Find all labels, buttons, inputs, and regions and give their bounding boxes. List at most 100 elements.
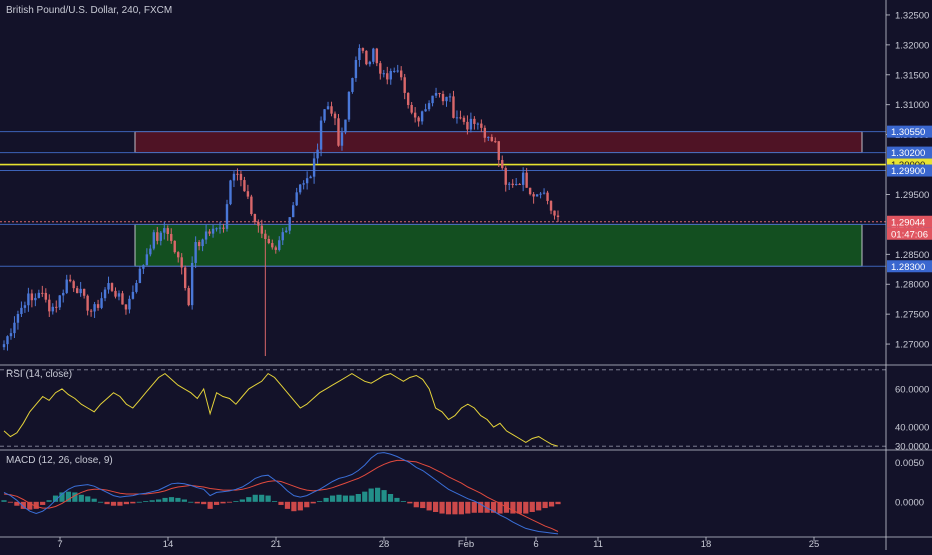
candle-body <box>361 48 365 51</box>
macd-histogram-bar <box>555 501 561 505</box>
candle-body <box>177 252 180 258</box>
candle-body <box>504 168 507 185</box>
y-tick-label: 1.27000 <box>895 340 929 351</box>
candle-body <box>406 92 410 105</box>
level-label-bg <box>887 125 932 138</box>
levels-layer <box>0 131 886 267</box>
macd-histogram-bar <box>323 497 329 502</box>
candle-body <box>190 262 194 306</box>
candle-body <box>229 180 232 205</box>
candle-body <box>173 240 176 253</box>
macd-histogram-bar <box>317 501 323 502</box>
candle-body <box>30 293 34 301</box>
macd-histogram-bar <box>149 500 155 502</box>
level-label: 1.30200 <box>891 148 925 159</box>
candle-body <box>525 172 528 188</box>
candle-body <box>466 121 469 130</box>
candle-body <box>257 221 260 226</box>
candle-body <box>9 333 13 337</box>
macd-histogram-bar <box>59 492 65 502</box>
candle-body <box>455 117 459 119</box>
candle-body <box>462 117 466 122</box>
candle-body <box>483 127 487 138</box>
macd-histogram-bar <box>7 501 14 503</box>
macd-histogram-bar <box>394 497 400 502</box>
level-label: 1.30550 <box>891 127 925 138</box>
candle-body <box>100 298 103 308</box>
macd-histogram-bar <box>375 487 381 502</box>
macd-histogram-bar <box>175 497 181 502</box>
y-tick-label: 1.27500 <box>895 310 929 321</box>
candle-body <box>431 95 434 104</box>
candle-body <box>37 292 41 298</box>
candle-body <box>424 109 427 112</box>
candle-body <box>312 158 316 177</box>
candle-body <box>535 194 539 197</box>
candle-body <box>225 204 229 229</box>
macd-histogram-bar <box>387 494 394 502</box>
candle-body <box>358 48 361 61</box>
candle-body <box>528 187 532 195</box>
macd-histogram-bar <box>40 501 46 505</box>
macd-histogram-bar <box>433 501 439 512</box>
macd-histogram-bar <box>420 501 426 509</box>
candle-body <box>232 173 236 181</box>
candle-body <box>107 283 110 290</box>
macd-histogram-bar <box>355 494 361 502</box>
level-label-bg <box>887 260 932 273</box>
macd-histogram-bar <box>85 496 91 502</box>
candle-body <box>417 117 420 122</box>
macd-histogram-bar <box>284 501 291 509</box>
candle-body <box>222 227 225 229</box>
macd-histogram-bar <box>220 501 226 504</box>
candle-body <box>194 242 197 263</box>
candle-body <box>152 232 156 249</box>
macd-histogram-bar <box>548 501 555 507</box>
candle-body <box>379 63 382 74</box>
candle-body <box>365 50 368 65</box>
candle-body <box>539 193 542 195</box>
candle-body <box>55 306 58 308</box>
candle-body <box>72 281 75 289</box>
candle-body <box>508 183 511 185</box>
macd-histogram-bar <box>510 501 516 514</box>
macd-histogram-bar <box>523 501 529 514</box>
x-tick-label: 11 <box>593 539 603 550</box>
candle-body <box>386 73 389 80</box>
candle-body <box>288 217 291 231</box>
macd-histogram-bar <box>471 501 477 513</box>
candle-body <box>469 118 473 130</box>
macd-histogram-bar <box>426 501 432 511</box>
candle-body <box>58 295 61 308</box>
candle-body <box>445 96 448 102</box>
macd-histogram-bar <box>207 501 213 509</box>
candle-body <box>166 228 169 235</box>
candle-body <box>514 184 518 186</box>
macd-histogram-bar <box>143 501 149 502</box>
level-label-bg <box>887 146 932 159</box>
candle-body <box>389 71 392 80</box>
macd-histogram-bar <box>201 501 207 505</box>
candle-body <box>264 233 267 239</box>
level-label: 1.28300 <box>891 262 925 273</box>
macd-histogram-bar <box>117 501 123 506</box>
candle-body <box>163 228 166 233</box>
macd-histogram-bar <box>130 501 136 504</box>
candle-body <box>521 172 525 185</box>
x-tick-label: 21 <box>271 539 282 550</box>
macd-histogram-bar <box>1 500 7 502</box>
candle-body <box>549 200 553 211</box>
candle-body <box>278 240 281 250</box>
candle-body <box>344 119 347 133</box>
candle-body <box>434 93 438 96</box>
macd-histogram-bar <box>478 501 484 513</box>
rsi-line <box>3 372 559 447</box>
candle-body <box>135 282 138 292</box>
macd-histogram-bar <box>72 492 78 502</box>
candle-body <box>23 305 27 308</box>
candle-body <box>267 238 271 244</box>
candle-body <box>13 322 16 334</box>
macd-histogram-bar <box>458 501 464 515</box>
macd-y-tick-label: 0.0000 <box>895 497 924 508</box>
